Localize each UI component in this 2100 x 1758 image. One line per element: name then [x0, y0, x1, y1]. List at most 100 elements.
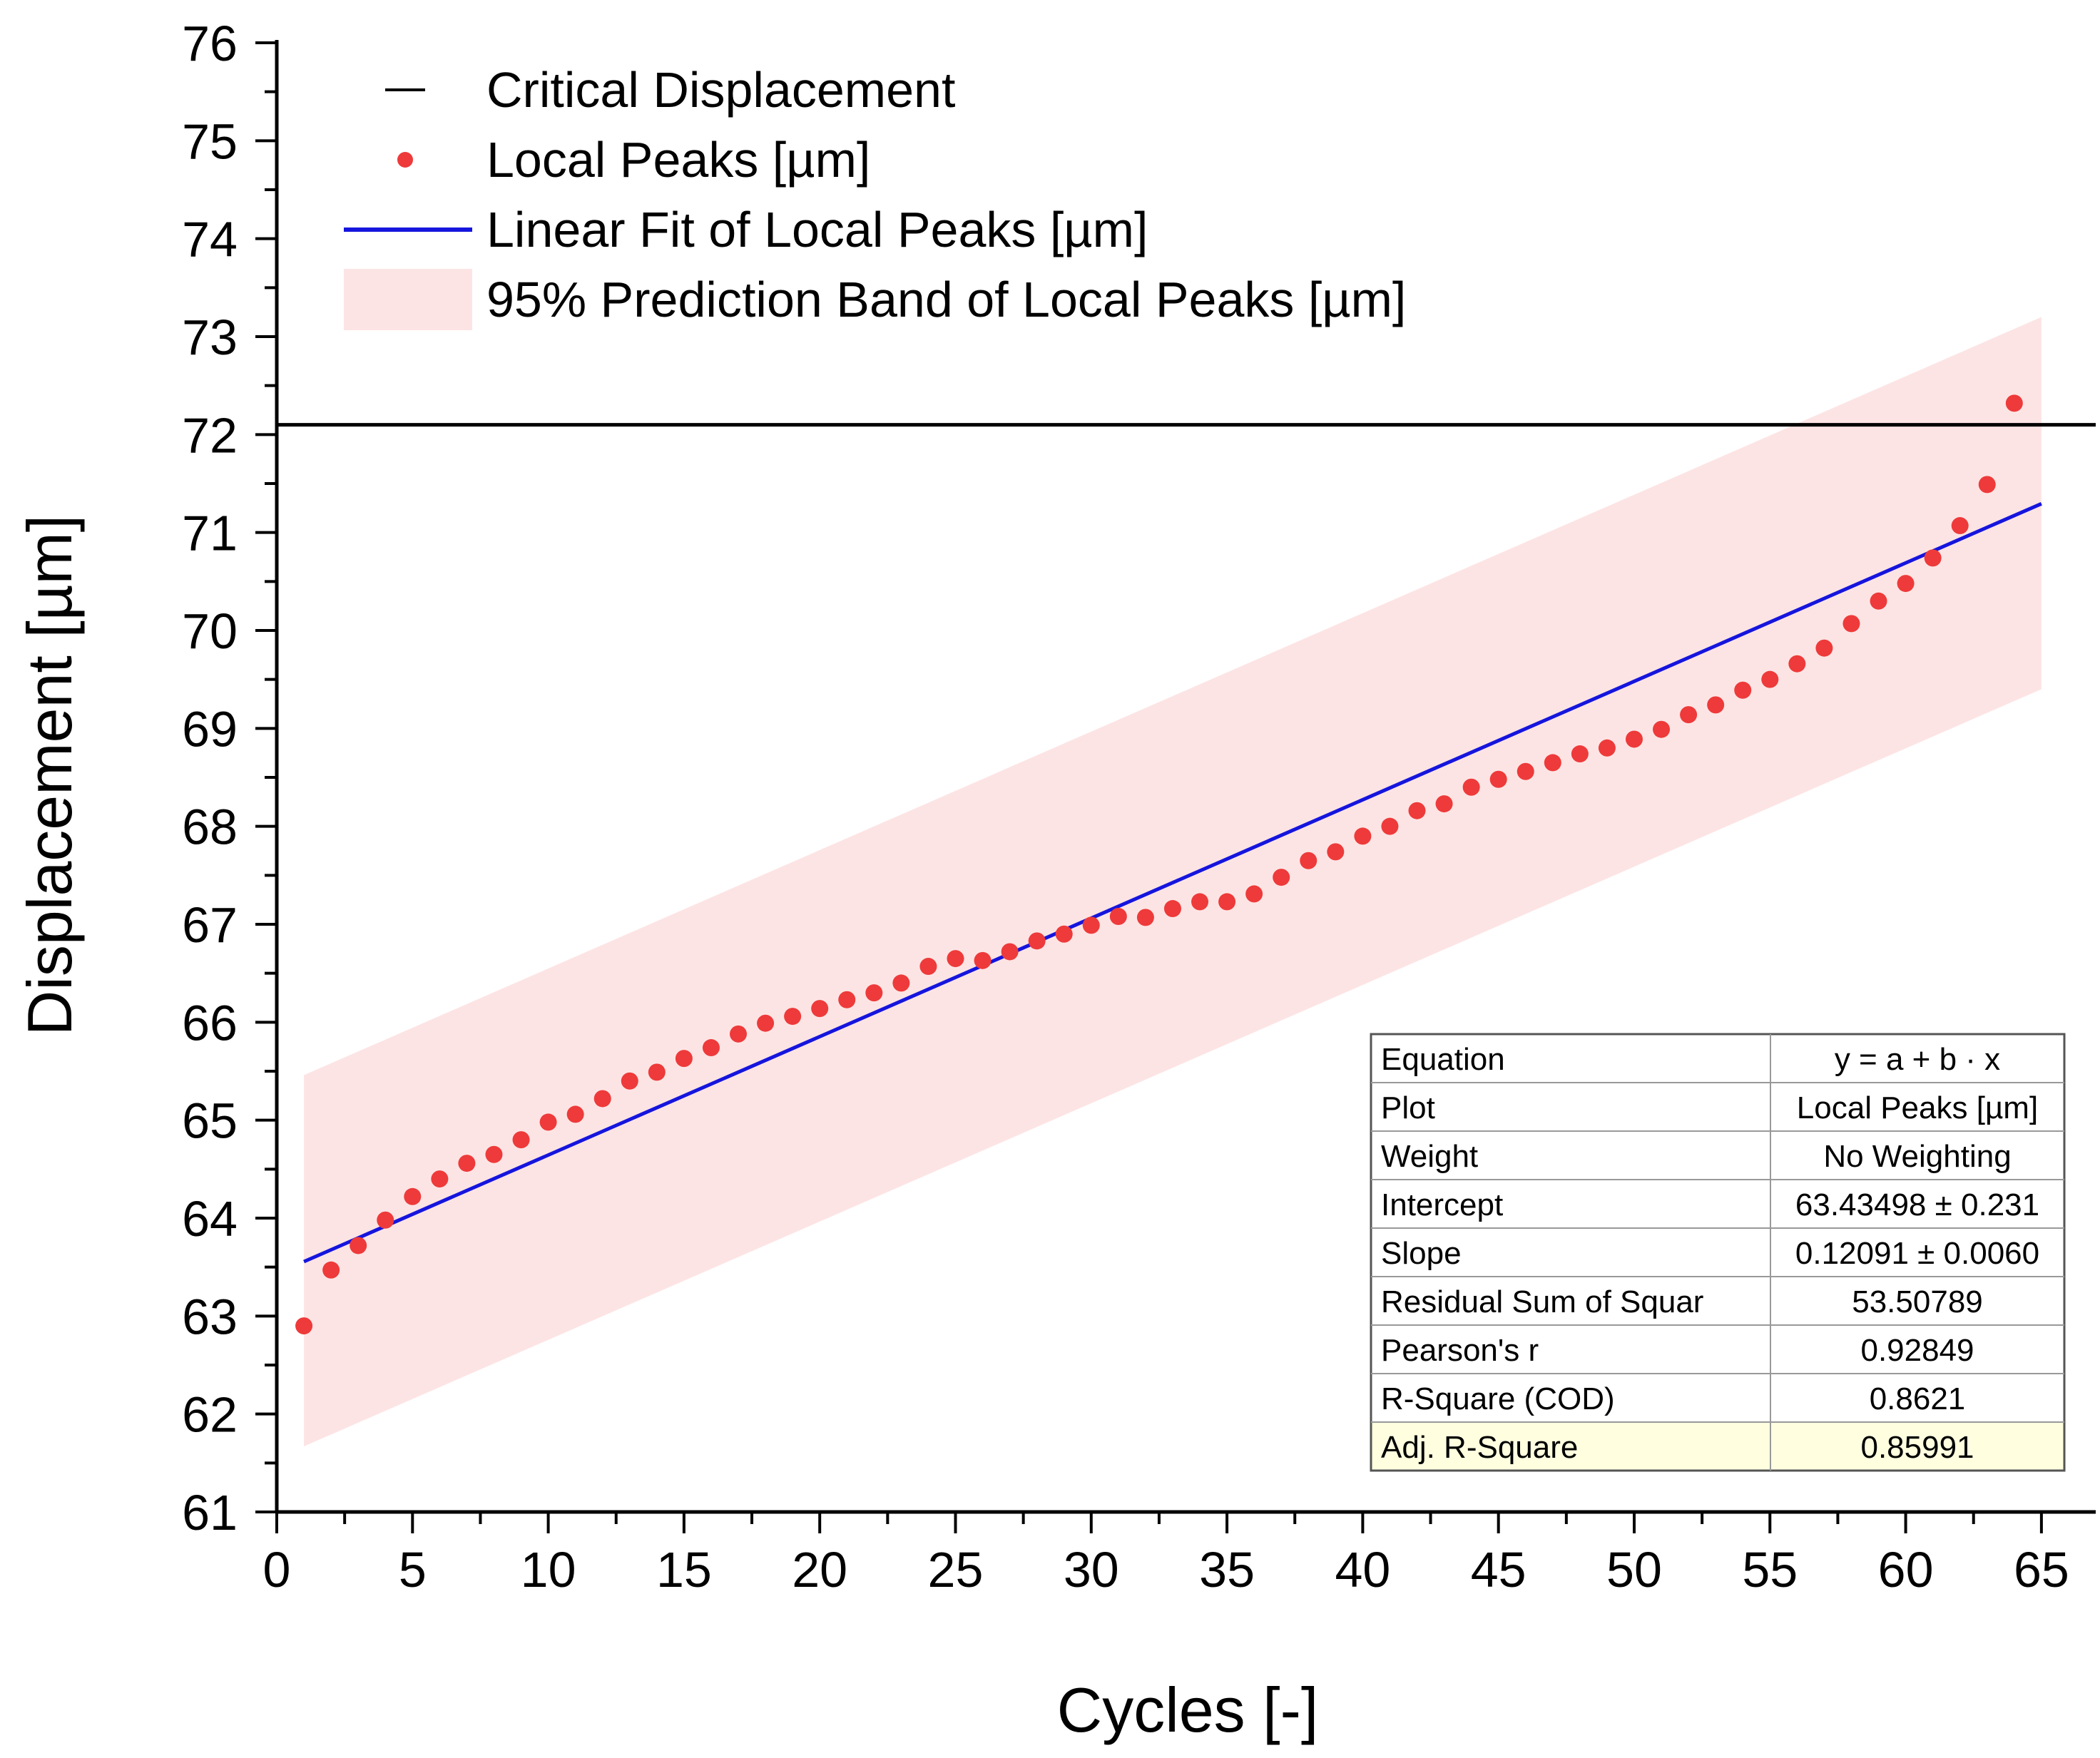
data-point: [1462, 778, 1480, 796]
data-point: [1354, 827, 1372, 845]
y-tick-label: 76: [182, 16, 238, 71]
x-tick-label: 40: [1335, 1542, 1390, 1598]
data-point: [1055, 925, 1073, 943]
data-point: [1136, 909, 1154, 926]
data-point: [648, 1063, 666, 1081]
data-point: [1489, 770, 1507, 788]
axes-layer: 0 5 10 15 20 25 30 35 40 45 50 55 60 65 61 62 63 64 65 66 67…: [182, 16, 2096, 1598]
data-point: [1191, 893, 1209, 911]
data-point: [1707, 696, 1725, 714]
y-tick-label: 63: [182, 1289, 238, 1344]
data-point: [404, 1187, 422, 1205]
stats-value: 63.43498 ± 0.231: [1795, 1187, 2039, 1222]
x-tick-label: 60: [1878, 1542, 1934, 1598]
stats-value: y = a + b · x: [1835, 1042, 2000, 1077]
x-tick-label: 30: [1064, 1542, 1119, 1598]
x-tick-label: 0: [263, 1542, 291, 1598]
stats-value: 0.92849: [1860, 1333, 1974, 1368]
data-point: [1300, 852, 1317, 869]
stats-value: Local Peaks [µm]: [1797, 1090, 2038, 1125]
y-tick-label: 71: [182, 506, 238, 561]
stats-value: 0.12091 ± 0.0060: [1795, 1236, 2039, 1271]
data-point: [1734, 681, 1752, 699]
data-point: [730, 1025, 748, 1043]
data-point: [784, 1008, 802, 1026]
legend-label: 95% Prediction Band of Local Peaks [µm]: [486, 272, 1406, 327]
data-point: [1435, 795, 1453, 813]
data-point: [431, 1170, 449, 1188]
data-points-layer: [295, 394, 2023, 1335]
data-point: [458, 1155, 476, 1172]
data-point: [811, 1000, 829, 1018]
stats-value: 0.8621: [1870, 1381, 1966, 1416]
x-tick-label: 55: [1742, 1542, 1798, 1598]
stats-label: Pearson's r: [1381, 1333, 1539, 1368]
data-point: [1109, 908, 1127, 926]
data-point: [1897, 575, 1915, 593]
y-tick-label: 62: [182, 1387, 238, 1443]
legend-label: Local Peaks [µm]: [486, 132, 870, 188]
data-point: [350, 1237, 367, 1254]
data-point: [838, 991, 856, 1008]
data-point: [675, 1050, 693, 1068]
legend-label: Linear Fit of Local Peaks [µm]: [486, 202, 1148, 257]
x-tick-label: 35: [1199, 1542, 1255, 1598]
data-point: [593, 1090, 611, 1108]
x-tick-label: 45: [1471, 1542, 1526, 1598]
data-point: [1218, 893, 1236, 911]
data-point: [1327, 843, 1345, 861]
stats-table-border: [1370, 1033, 2066, 1472]
y-tick-label: 72: [182, 407, 238, 463]
x-tick-label: 15: [656, 1542, 712, 1598]
data-point: [621, 1072, 638, 1090]
data-point: [974, 951, 992, 969]
data-point: [1842, 615, 1860, 633]
data-point: [1924, 549, 1942, 567]
stats-label: Plot: [1381, 1090, 1435, 1125]
data-point: [1571, 745, 1589, 763]
y-tick-label: 67: [182, 897, 238, 953]
stats-label: Equation: [1381, 1042, 1505, 1077]
x-tick-label: 20: [792, 1542, 847, 1598]
data-point: [1978, 476, 1996, 494]
data-point: [1653, 720, 1671, 738]
data-point: [1245, 885, 1263, 903]
stats-label: Slope: [1381, 1236, 1462, 1271]
data-point: [295, 1317, 313, 1335]
data-point: [1951, 517, 1969, 535]
stats-label: Weight: [1381, 1139, 1478, 1174]
data-point: [892, 974, 910, 992]
data-point: [1544, 754, 1561, 772]
data-point: [1788, 655, 1806, 673]
data-point: [702, 1039, 720, 1057]
legend-symbol-band: [344, 269, 472, 330]
y-tick-label: 66: [182, 995, 238, 1051]
y-tick-label: 68: [182, 799, 238, 855]
data-point: [1598, 739, 1616, 757]
data-point: [512, 1131, 530, 1149]
data-point: [485, 1145, 503, 1163]
fit-statistics-table: Equation y = a + b · x Plot Local Peaks [µm…: [1370, 1033, 2066, 1472]
x-tick-label: 5: [399, 1542, 427, 1598]
data-point: [1163, 900, 1181, 918]
stats-value: No Weighting: [1823, 1139, 2011, 1174]
stats-label: Adj. R-Square: [1381, 1430, 1578, 1465]
data-point: [1082, 916, 1100, 934]
data-point: [1028, 932, 1046, 950]
y-axis-title: Displacement [µm]: [14, 515, 85, 1036]
stats-label: Residual Sum of Squar: [1381, 1284, 1703, 1319]
y-tick-label: 73: [182, 310, 238, 365]
stats-row-highlight: [1371, 1422, 2064, 1471]
data-point: [1625, 730, 1643, 748]
data-point: [1680, 706, 1698, 724]
stats-label: Intercept: [1381, 1187, 1503, 1222]
data-point: [947, 950, 964, 968]
legend-label: Critical Displacement: [486, 62, 955, 118]
data-point: [865, 984, 883, 1002]
data-point: [1408, 802, 1426, 819]
data-point: [1001, 943, 1019, 961]
data-point: [1517, 762, 1534, 780]
y-tick-label: 69: [182, 701, 238, 757]
x-axis-title: Cycles [-]: [1057, 1675, 1319, 1745]
linear-fit-line: [303, 501, 2042, 1264]
